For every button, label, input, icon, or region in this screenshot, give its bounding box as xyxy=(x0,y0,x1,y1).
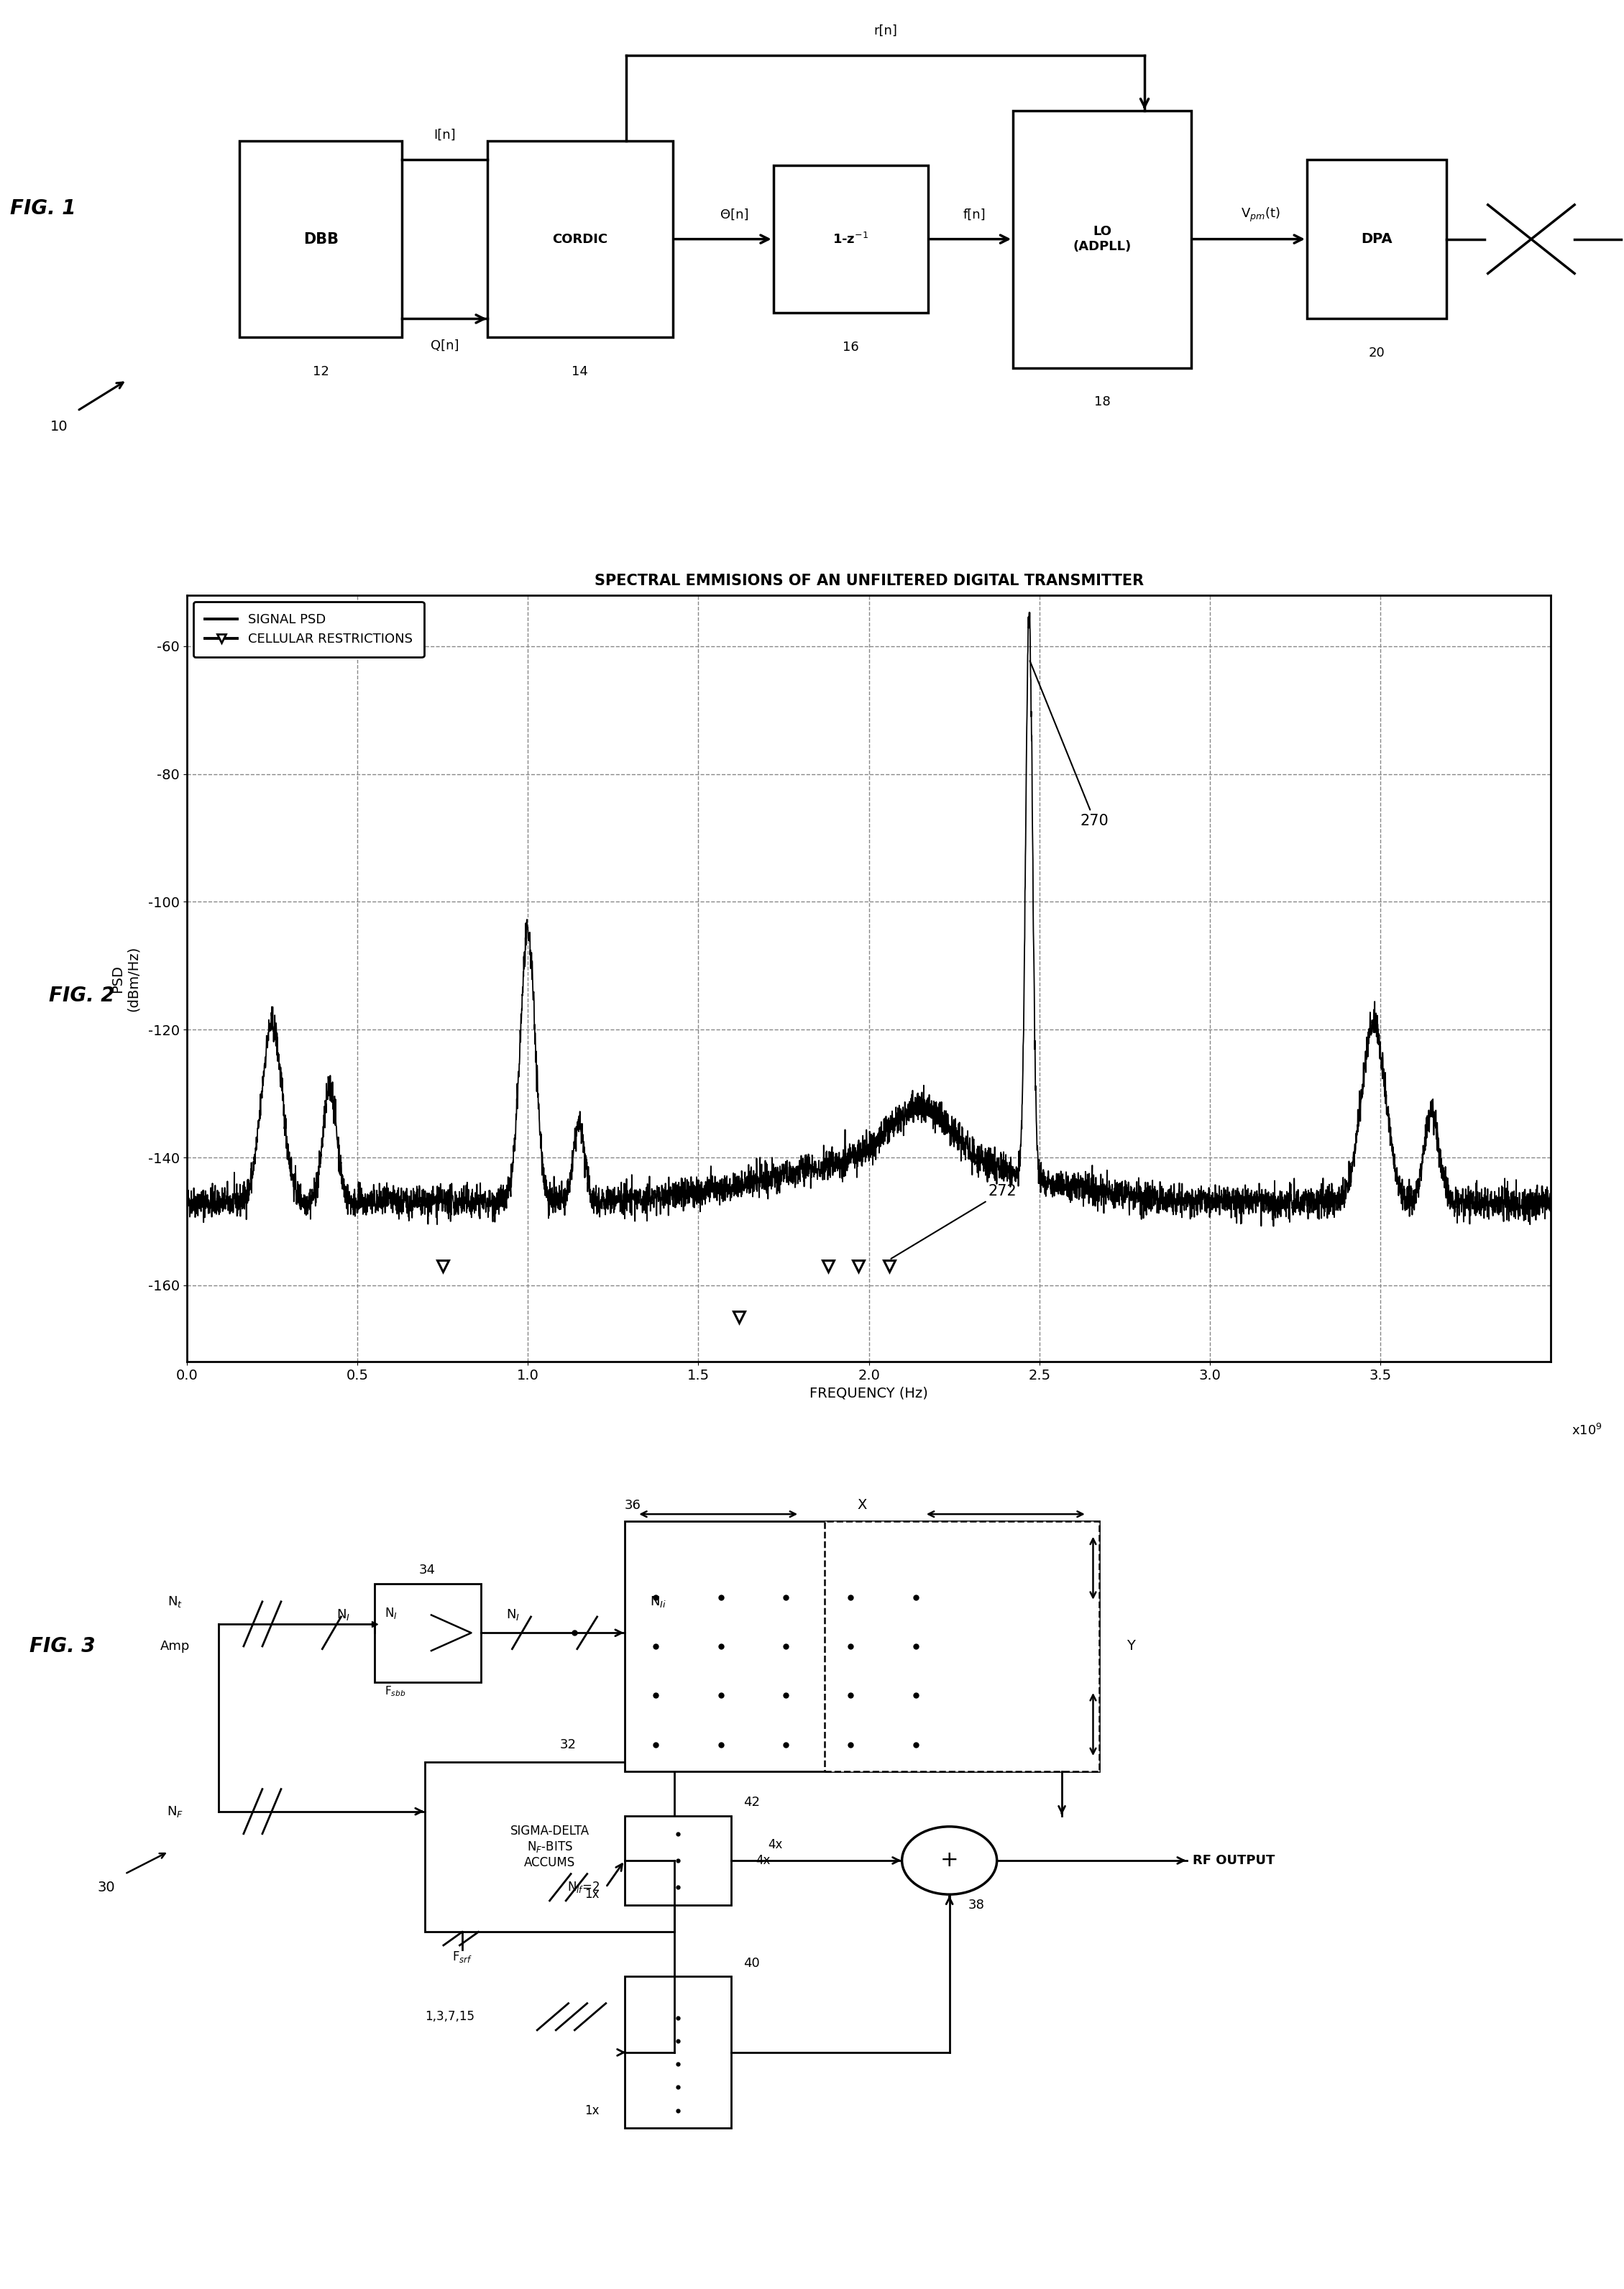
Bar xyxy=(240,142,403,336)
Text: I[n]: I[n] xyxy=(434,128,456,142)
Text: F$_{sbb}$: F$_{sbb}$ xyxy=(385,1685,406,1698)
Text: 42: 42 xyxy=(744,1797,760,1808)
Text: X: X xyxy=(857,1499,867,1513)
Bar xyxy=(825,1522,1099,1772)
Text: N$_I$: N$_I$ xyxy=(336,1607,349,1623)
Text: DPA: DPA xyxy=(1361,231,1392,245)
Text: 10: 10 xyxy=(50,419,68,433)
X-axis label: FREQUENCY (Hz): FREQUENCY (Hz) xyxy=(810,1387,927,1401)
Bar xyxy=(1013,110,1190,369)
Text: 38: 38 xyxy=(968,1898,984,1911)
Bar xyxy=(375,1584,481,1682)
Text: FIG. 1: FIG. 1 xyxy=(10,199,76,217)
Text: Q[n]: Q[n] xyxy=(430,339,460,353)
Bar xyxy=(625,1975,731,2129)
Text: DBB: DBB xyxy=(304,231,338,247)
Text: 16: 16 xyxy=(843,341,859,353)
Text: N$_F$: N$_F$ xyxy=(167,1804,184,1817)
Text: Θ[n]: Θ[n] xyxy=(721,208,749,222)
Text: RF OUTPUT: RF OUTPUT xyxy=(1194,1854,1275,1868)
Text: 270: 270 xyxy=(1030,662,1109,829)
Text: LO
(ADPLL): LO (ADPLL) xyxy=(1073,224,1132,254)
Bar xyxy=(773,165,927,314)
Text: N$_t$: N$_t$ xyxy=(167,1595,182,1609)
Text: FIG. 2: FIG. 2 xyxy=(49,987,115,1005)
Text: 36: 36 xyxy=(625,1499,641,1511)
Bar xyxy=(425,1763,674,1932)
Text: 4x: 4x xyxy=(755,1854,770,1868)
Text: N$_{Ii}$: N$_{Ii}$ xyxy=(650,1595,666,1609)
Text: N$_I$: N$_I$ xyxy=(507,1607,520,1623)
Text: 1x: 1x xyxy=(585,1888,599,1900)
Text: 34: 34 xyxy=(419,1563,435,1577)
Text: 272: 272 xyxy=(892,1183,1017,1259)
Text: f[n]: f[n] xyxy=(963,208,986,222)
Text: 40: 40 xyxy=(744,1957,760,1969)
Text: N$_{lf}$=2: N$_{lf}$=2 xyxy=(567,1879,599,1895)
Text: 32: 32 xyxy=(560,1737,577,1751)
Text: 14: 14 xyxy=(572,364,588,378)
Text: 1-z$^{-1}$: 1-z$^{-1}$ xyxy=(833,231,869,247)
Text: F$_{srf}$: F$_{srf}$ xyxy=(451,1950,473,1964)
Y-axis label: PSD
(dBm/Hz): PSD (dBm/Hz) xyxy=(110,945,140,1012)
Legend: SIGNAL PSD, CELLULAR RESTRICTIONS: SIGNAL PSD, CELLULAR RESTRICTIONS xyxy=(193,602,424,657)
Text: Y: Y xyxy=(1127,1639,1135,1653)
Text: FIG. 3: FIG. 3 xyxy=(29,1637,96,1657)
Title: SPECTRAL EMMISIONS OF AN UNFILTERED DIGITAL TRANSMITTER: SPECTRAL EMMISIONS OF AN UNFILTERED DIGI… xyxy=(594,575,1143,588)
Text: x10$^9$: x10$^9$ xyxy=(1572,1424,1603,1437)
Bar xyxy=(487,142,672,336)
Text: SIGMA-DELTA
N$_F$-BITS
ACCUMS: SIGMA-DELTA N$_F$-BITS ACCUMS xyxy=(510,1824,590,1870)
Bar xyxy=(625,1815,731,1904)
Bar xyxy=(1307,160,1445,318)
Text: 1x: 1x xyxy=(585,2104,599,2117)
Text: 4x: 4x xyxy=(768,1838,783,1852)
Text: 30: 30 xyxy=(97,1882,115,1893)
Text: V$_{pm}$(t): V$_{pm}$(t) xyxy=(1241,206,1280,224)
Text: CORDIC: CORDIC xyxy=(552,233,607,245)
Text: 18: 18 xyxy=(1095,396,1111,410)
Text: N$_I$: N$_I$ xyxy=(385,1607,398,1621)
Text: Amp: Amp xyxy=(161,1639,190,1653)
Text: 1,3,7,15: 1,3,7,15 xyxy=(425,2010,474,2023)
Circle shape xyxy=(901,1827,997,1895)
Text: 20: 20 xyxy=(1369,346,1385,359)
Text: +: + xyxy=(940,1850,958,1870)
Bar xyxy=(625,1522,1099,1772)
Text: r[n]: r[n] xyxy=(874,25,898,37)
Text: 12: 12 xyxy=(313,364,330,378)
